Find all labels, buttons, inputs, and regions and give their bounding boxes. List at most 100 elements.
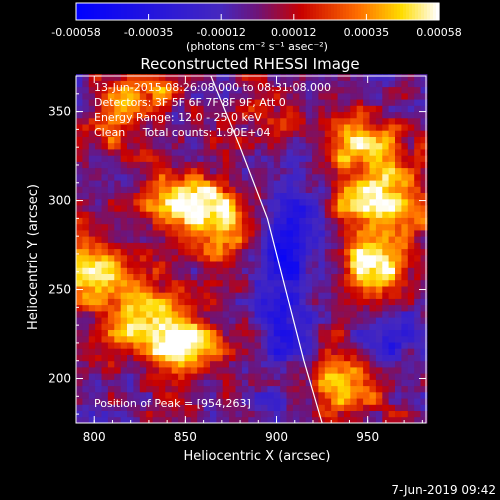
heatmap-cell bbox=[229, 373, 236, 380]
heatmap-cell bbox=[369, 348, 377, 355]
colorbar-cell bbox=[124, 3, 128, 20]
heatmap-cell bbox=[76, 391, 83, 399]
heatmap-cell bbox=[254, 298, 262, 306]
heatmap-cell bbox=[331, 342, 339, 349]
heatmap-cell bbox=[395, 379, 402, 387]
heatmap-cell bbox=[146, 217, 154, 225]
heatmap-cell bbox=[356, 323, 364, 330]
heatmap-cell bbox=[280, 404, 288, 411]
heatmap-cell bbox=[190, 398, 198, 405]
heatmap-cell bbox=[401, 385, 409, 393]
heatmap-cell bbox=[171, 149, 179, 156]
heatmap-cell bbox=[197, 186, 205, 193]
heatmap-cell bbox=[133, 167, 141, 175]
heatmap-cell bbox=[382, 254, 390, 262]
heatmap-cell bbox=[216, 167, 224, 175]
heatmap-cell bbox=[216, 142, 224, 150]
heatmap-cell bbox=[216, 229, 224, 237]
heatmap-cell bbox=[152, 267, 160, 274]
colorbar-cell bbox=[325, 3, 329, 20]
heatmap-cell bbox=[241, 310, 249, 318]
colorbar-cell bbox=[298, 3, 302, 20]
heatmap-cell bbox=[235, 416, 243, 424]
heatmap-cell bbox=[369, 186, 377, 193]
heatmap-cell bbox=[210, 379, 217, 387]
heatmap-cell bbox=[158, 310, 166, 318]
heatmap-cell bbox=[369, 261, 377, 268]
heatmap-cell bbox=[235, 391, 243, 399]
heatmap-cell bbox=[382, 261, 390, 268]
heatmap-cell bbox=[254, 124, 262, 131]
colorbar-cell bbox=[331, 3, 335, 20]
heatmap-cell bbox=[312, 242, 319, 250]
heatmap-cell bbox=[190, 173, 198, 181]
heatmap-cell bbox=[299, 186, 307, 193]
heatmap-cell bbox=[254, 167, 262, 175]
heatmap-cell bbox=[107, 379, 115, 387]
heatmap-cell bbox=[158, 317, 166, 324]
heatmap-cell bbox=[241, 348, 249, 355]
heatmap-cell bbox=[286, 99, 294, 106]
heatmap-cell bbox=[286, 410, 294, 418]
heatmap-cell bbox=[165, 173, 173, 181]
heatmap-cell bbox=[286, 217, 294, 225]
heatmap-cell bbox=[318, 404, 326, 411]
heatmap-cell bbox=[210, 398, 217, 405]
heatmap-cell bbox=[120, 130, 128, 137]
heatmap-cell bbox=[171, 167, 179, 175]
heatmap-cell bbox=[273, 105, 281, 113]
heatmap-cell bbox=[356, 366, 364, 374]
heatmap-cell bbox=[184, 242, 192, 250]
heatmap-cell bbox=[120, 279, 128, 287]
heatmap-cell bbox=[382, 167, 390, 175]
heatmap-cell bbox=[229, 167, 236, 175]
heatmap-cell bbox=[120, 373, 128, 380]
heatmap-cell bbox=[407, 354, 415, 362]
colorbar-cell bbox=[358, 3, 362, 20]
heatmap-cell bbox=[88, 86, 96, 94]
heatmap-cell bbox=[114, 410, 122, 418]
heatmap-cell bbox=[139, 360, 147, 368]
heatmap-cell bbox=[216, 242, 224, 250]
heatmap-cell bbox=[363, 373, 370, 380]
heatmap-cell bbox=[107, 335, 115, 343]
heatmap-cell bbox=[356, 373, 364, 380]
heatmap-cell bbox=[114, 211, 122, 218]
heatmap-cell bbox=[203, 342, 211, 349]
heatmap-cell bbox=[76, 342, 83, 349]
heatmap-cell bbox=[127, 310, 134, 318]
heatmap-cell bbox=[407, 205, 415, 212]
heatmap-cell bbox=[401, 99, 409, 106]
heatmap-cell bbox=[210, 205, 217, 212]
heatmap-cell bbox=[318, 92, 326, 100]
heatmap-cell bbox=[146, 223, 154, 231]
heatmap-cell bbox=[178, 298, 185, 306]
heatmap-cell bbox=[324, 136, 332, 144]
heatmap-cell bbox=[241, 304, 249, 312]
colorbar-cell bbox=[289, 3, 293, 20]
heatmap-cell bbox=[171, 354, 179, 362]
heatmap-cell bbox=[312, 254, 319, 262]
heatmap-cell bbox=[82, 273, 90, 281]
heatmap-cell bbox=[267, 205, 275, 212]
heatmap-cell bbox=[388, 173, 396, 181]
heatmap-cell bbox=[248, 273, 256, 281]
heatmap-cell bbox=[146, 254, 154, 262]
heatmap-cell bbox=[190, 223, 198, 231]
colorbar-cell bbox=[205, 3, 209, 20]
heatmap-cell bbox=[273, 205, 281, 212]
heatmap-cell bbox=[312, 236, 319, 243]
heatmap-cell bbox=[178, 105, 185, 113]
colorbar-cell bbox=[172, 3, 176, 20]
heatmap-cell bbox=[248, 236, 256, 243]
heatmap-cell bbox=[165, 373, 173, 380]
heatmap-cell bbox=[388, 416, 396, 424]
heatmap-cell bbox=[190, 86, 198, 94]
heatmap-cell bbox=[222, 279, 230, 287]
colorbar-cell bbox=[184, 3, 188, 20]
heatmap-cell bbox=[235, 105, 243, 113]
heatmap-cell bbox=[305, 211, 313, 218]
heatmap-cell bbox=[210, 310, 217, 318]
colorbar-cell bbox=[235, 3, 239, 20]
heatmap-cell bbox=[95, 80, 102, 88]
